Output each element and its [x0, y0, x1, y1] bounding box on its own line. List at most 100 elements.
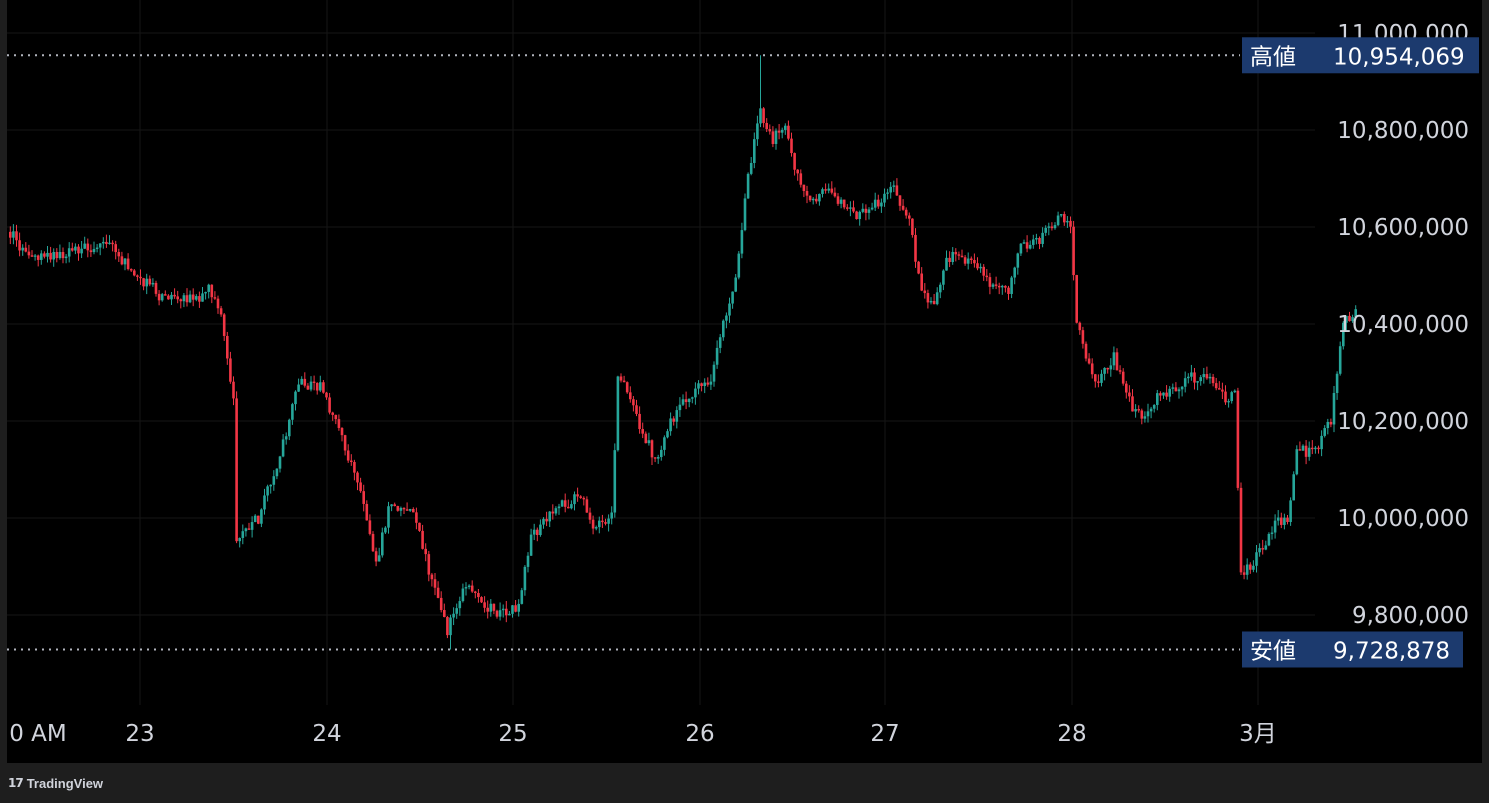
candle-body	[650, 440, 654, 458]
candle-body	[827, 188, 830, 191]
candle-body	[768, 129, 772, 132]
candle-body	[594, 527, 598, 529]
candle-body	[585, 499, 589, 513]
candle-body	[1323, 428, 1326, 436]
candle-body	[182, 295, 186, 302]
candle-body	[350, 460, 353, 463]
candle-body	[154, 282, 158, 294]
candle-body	[511, 605, 514, 614]
candle-body	[833, 192, 837, 197]
candle-body	[1112, 352, 1116, 366]
candle-body	[576, 494, 579, 497]
candle-body	[95, 247, 99, 250]
candle-body	[548, 511, 551, 522]
candle-body	[647, 440, 651, 444]
candle-body	[1087, 358, 1091, 364]
time-axis[interactable]: 0 AM 23 24 25 26 27 28 3月	[9, 721, 1277, 747]
candle-body	[436, 587, 440, 598]
candle-body	[1227, 401, 1230, 403]
candle-body	[92, 249, 96, 253]
candle-body	[393, 504, 396, 507]
candle-body	[129, 269, 133, 271]
candle-body	[610, 512, 613, 519]
candle-body	[638, 413, 641, 430]
candle-body	[505, 608, 508, 616]
candle-body	[198, 296, 201, 302]
candle-body	[957, 254, 961, 256]
grid	[7, 0, 1315, 705]
candle-body	[703, 382, 706, 387]
candle-body	[846, 207, 849, 209]
candle-body	[238, 537, 241, 542]
candle-body	[653, 457, 657, 459]
candle-body	[157, 293, 161, 301]
candle-body	[619, 376, 623, 381]
candle-body	[1156, 393, 1159, 405]
candle-body	[275, 468, 279, 477]
candle-body	[257, 515, 260, 524]
candle-body	[579, 496, 582, 498]
candlestick-chart[interactable]: 11,000,00010,800,00010,600,00010,400,000…	[7, 0, 1482, 763]
candle-body	[455, 608, 458, 614]
candle-body	[480, 597, 483, 603]
candle-body	[390, 504, 393, 507]
candle-body	[272, 476, 276, 485]
candle-body	[1233, 390, 1237, 393]
candle-body	[923, 290, 927, 294]
candle-body	[508, 613, 511, 616]
candle-body	[160, 294, 164, 301]
price-axis[interactable]: 11,000,00010,800,00010,600,00010,400,000…	[1337, 21, 1469, 629]
candle-body	[691, 397, 694, 399]
candle-body	[746, 173, 750, 199]
candle-body	[12, 231, 15, 238]
candle-body	[1258, 548, 1261, 553]
candle-body	[598, 520, 601, 528]
candle-body	[222, 314, 226, 336]
candle-body	[1134, 409, 1137, 412]
candle-body	[790, 138, 793, 154]
candle-body	[266, 486, 269, 496]
candle-body	[1177, 389, 1181, 392]
tradingview-logo[interactable]: 17 TradingView	[8, 775, 103, 791]
candle-body	[424, 548, 427, 555]
candle-body	[71, 248, 74, 251]
candle-body	[371, 533, 375, 552]
candle-body	[145, 278, 148, 287]
candle-body	[105, 241, 108, 245]
candle-body	[167, 295, 170, 300]
candle-body	[824, 189, 827, 191]
candle-body	[942, 270, 945, 285]
candle-body	[737, 253, 741, 278]
candle-body	[387, 506, 390, 528]
candle-body	[98, 243, 102, 248]
candle-body	[570, 504, 573, 509]
candle-body	[247, 528, 251, 530]
price-tick-label: 9,800,000	[1352, 603, 1469, 629]
candle-body	[960, 255, 964, 258]
candle-body	[1050, 226, 1054, 229]
candle-body	[604, 522, 607, 524]
candle-body	[861, 208, 865, 212]
candle-body	[1001, 285, 1004, 288]
candle-body	[253, 515, 257, 523]
candle-body	[904, 209, 908, 216]
candle-body	[1304, 445, 1308, 457]
candle-body	[787, 125, 790, 139]
candle-body	[77, 246, 80, 254]
candle-body	[756, 123, 759, 140]
candle-body	[1149, 408, 1153, 412]
candle-body	[1230, 392, 1233, 402]
candle-body	[470, 585, 474, 592]
candle-body	[1165, 392, 1168, 397]
candle-body	[694, 388, 697, 398]
candle-body	[855, 211, 858, 220]
candle-body	[563, 500, 567, 507]
chart-panel[interactable]: 11,000,000 10,800,000 10,600,000 10,400,000…	[7, 0, 1482, 763]
candle-body	[988, 277, 992, 287]
price-tick-label: 10,200,000	[1337, 409, 1469, 435]
candle-body	[1239, 487, 1243, 573]
candle-body	[796, 169, 799, 174]
candle-body	[765, 122, 768, 130]
candle-body	[759, 108, 762, 124]
candle-body	[86, 243, 90, 251]
